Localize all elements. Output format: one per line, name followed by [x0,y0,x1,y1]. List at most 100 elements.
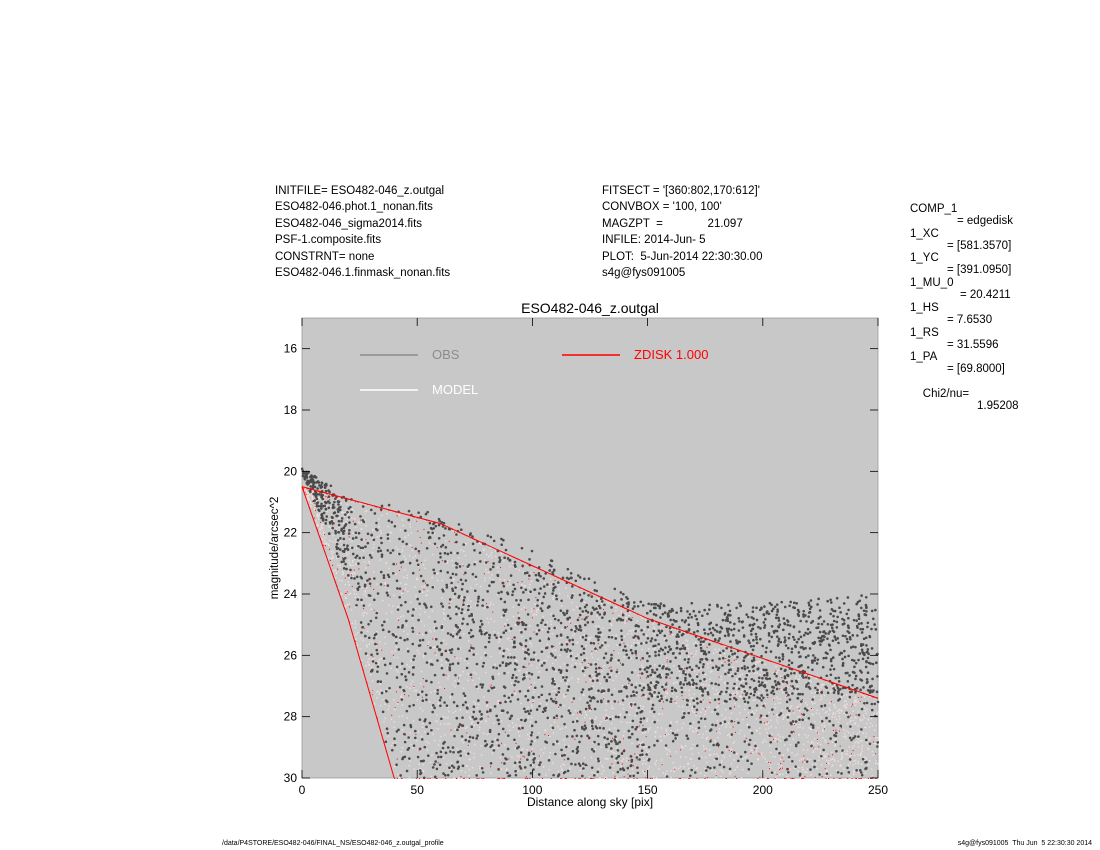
model-point [317,516,319,518]
model-point [874,762,877,765]
obs-point [545,741,549,744]
model-point [730,763,733,765]
obs-point [625,710,628,714]
model-point [539,702,541,705]
model-point [390,718,393,720]
model-point [445,763,448,765]
model-point [820,716,822,718]
obs-point [762,613,766,617]
obs-point [671,623,674,626]
model-point [593,772,596,774]
model-point [515,567,517,569]
model-point [717,705,719,707]
obs-point [511,593,514,597]
model-point [364,518,366,521]
model-point [471,711,473,713]
model-point [875,702,878,704]
model-point [680,745,683,747]
obs-point [356,598,360,601]
obs-point [753,690,757,694]
obs-point [804,655,808,659]
obs-point [805,620,808,623]
model-point [409,601,412,604]
obs-point [559,621,563,625]
model-point [642,705,645,708]
model-point [316,524,318,527]
model-point [464,727,467,729]
obs-point [741,620,744,623]
model-point [682,722,685,725]
obs-point [584,638,588,642]
model-point [759,674,761,676]
obs-point [650,637,654,640]
model-point [319,528,321,530]
model-point [681,747,684,749]
model-point [523,585,525,587]
obs-point [402,723,406,727]
obs-point [820,704,823,708]
model-point [853,769,855,772]
obs-point [476,600,480,603]
obs-point [565,609,569,613]
model-point [830,759,832,761]
model-point [532,700,535,702]
obs-point [381,710,385,714]
obs-point [386,584,390,587]
model-point [813,743,816,745]
obs-point [822,638,825,641]
model-point [647,767,649,770]
model-point [414,586,416,588]
obs-point [503,762,506,765]
model-point [471,721,473,723]
obs-point [849,637,852,641]
model-point [646,634,648,637]
obs-point [507,696,511,700]
model-point [746,723,749,725]
model-point [589,678,592,681]
model-point [817,742,819,745]
model-point [575,662,577,665]
model-point [666,749,668,751]
obs-point [665,775,669,778]
obs-point [754,686,758,690]
obs-point [407,736,410,739]
model-point [377,522,379,525]
model-point [811,713,813,715]
model-point [543,747,546,749]
obs-point [571,720,575,724]
obs-point [645,641,648,644]
model-point [758,660,761,663]
obs-point [524,718,528,722]
obs-point [752,679,756,682]
model-point [330,566,332,568]
obs-point [471,542,475,546]
obs-point [811,698,815,701]
model-point [666,693,668,695]
obs-point [778,659,782,663]
model-point [834,684,837,686]
model-point [740,729,742,732]
model-point [725,716,727,719]
model-point [562,694,565,696]
obs-point [649,609,652,613]
model-point [822,757,824,759]
model-point [610,750,613,753]
model-point [564,773,566,775]
model-point [395,639,397,641]
obs-point [499,635,503,639]
obs-point [811,654,815,657]
obs-point [709,728,713,731]
model-point [704,710,707,713]
model-point [470,722,473,725]
model-point [529,625,531,627]
model-point [500,720,503,722]
model-point [403,555,405,558]
model-point [633,702,635,704]
obs-point [324,489,328,493]
model-point [467,673,469,675]
model-point [632,772,634,774]
model-point [811,708,813,711]
obs-point [342,557,346,561]
obs-point [695,744,699,747]
model-point [571,698,573,700]
